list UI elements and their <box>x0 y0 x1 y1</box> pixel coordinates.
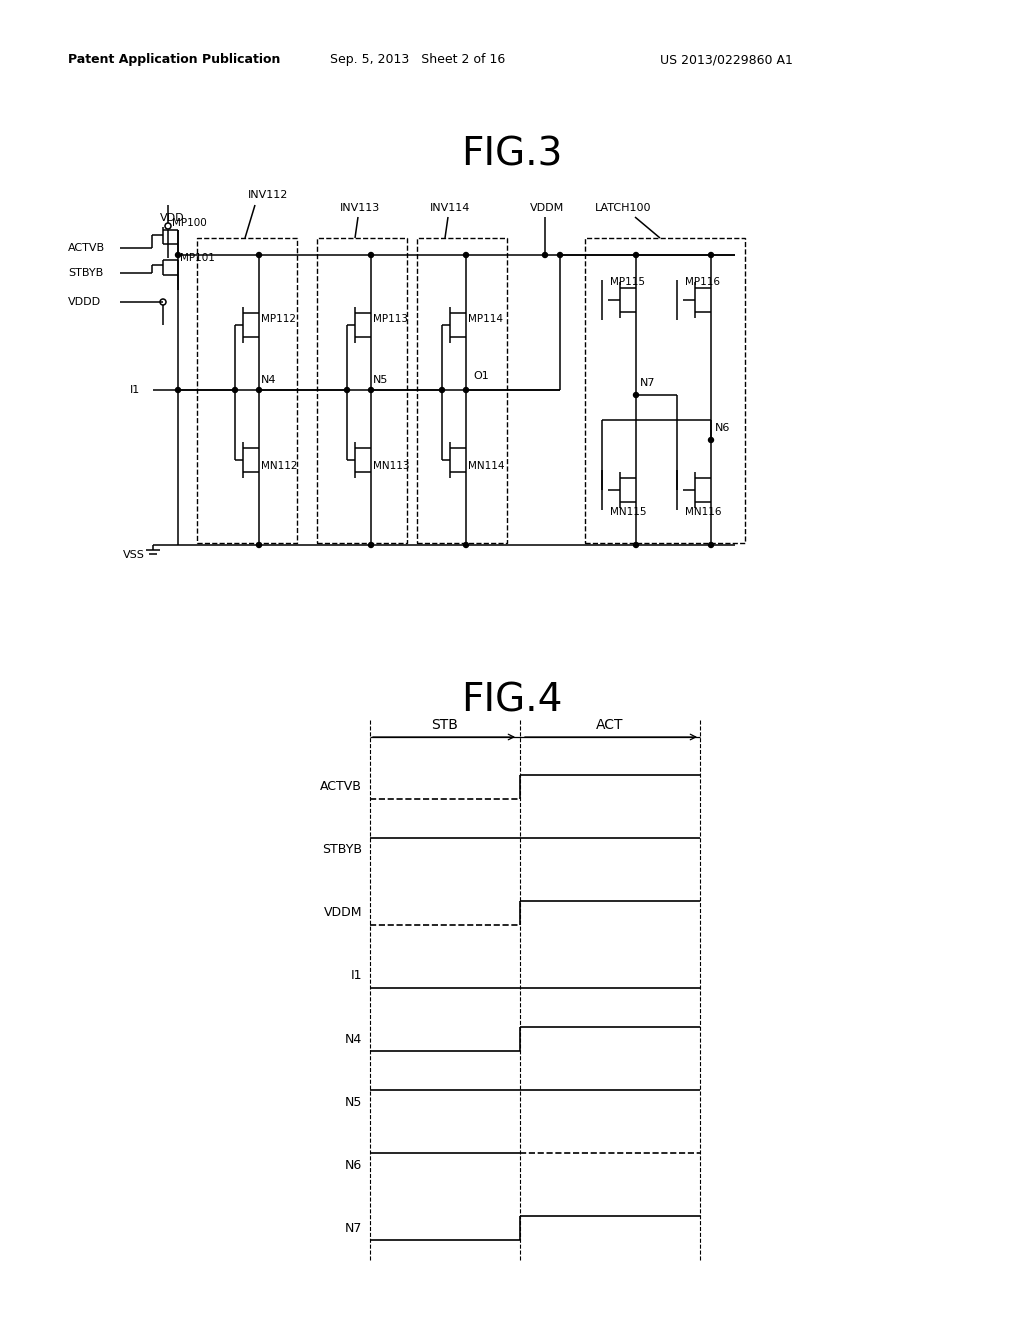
Text: VDDM: VDDM <box>530 203 564 213</box>
Bar <box>585 238 745 543</box>
Circle shape <box>256 252 261 257</box>
Circle shape <box>439 388 444 392</box>
Text: Patent Application Publication: Patent Application Publication <box>68 54 281 66</box>
Circle shape <box>709 437 714 442</box>
Text: MP101: MP101 <box>180 253 215 263</box>
Circle shape <box>256 543 261 548</box>
Text: MP116: MP116 <box>685 277 720 286</box>
Text: VDDM: VDDM <box>324 907 362 919</box>
Text: I1: I1 <box>350 969 362 982</box>
Text: ACT: ACT <box>596 718 624 733</box>
Text: STBYB: STBYB <box>68 268 103 279</box>
Circle shape <box>175 388 180 392</box>
Text: VDD: VDD <box>160 213 184 223</box>
Circle shape <box>709 252 714 257</box>
Text: FIG.3: FIG.3 <box>462 136 562 174</box>
Text: O1: O1 <box>473 371 488 381</box>
Circle shape <box>634 392 639 397</box>
Circle shape <box>709 543 714 548</box>
Text: MP114: MP114 <box>468 314 503 323</box>
Text: MN114: MN114 <box>468 461 505 471</box>
Text: VSS: VSS <box>123 550 144 560</box>
Circle shape <box>543 252 548 257</box>
Text: N6: N6 <box>715 422 730 433</box>
Circle shape <box>256 388 261 392</box>
Text: US 2013/0229860 A1: US 2013/0229860 A1 <box>660 54 793 66</box>
Circle shape <box>634 543 639 548</box>
Text: N6: N6 <box>345 1159 362 1172</box>
Circle shape <box>464 252 469 257</box>
Text: LATCH100: LATCH100 <box>595 203 651 213</box>
Text: INV114: INV114 <box>430 203 470 213</box>
Text: N4: N4 <box>261 375 276 385</box>
Circle shape <box>557 252 562 257</box>
Circle shape <box>232 388 238 392</box>
Text: STBYB: STBYB <box>322 843 362 857</box>
Bar <box>417 238 507 543</box>
Circle shape <box>369 252 374 257</box>
Text: MP115: MP115 <box>610 277 645 286</box>
Circle shape <box>369 388 374 392</box>
Circle shape <box>175 252 180 257</box>
Text: MN116: MN116 <box>685 507 722 517</box>
Text: I1: I1 <box>130 385 140 395</box>
Bar <box>197 238 297 543</box>
Text: ACTVB: ACTVB <box>68 243 105 253</box>
Text: N5: N5 <box>345 1096 362 1109</box>
Text: MP113: MP113 <box>373 314 408 323</box>
Text: MP112: MP112 <box>261 314 296 323</box>
Text: Sep. 5, 2013   Sheet 2 of 16: Sep. 5, 2013 Sheet 2 of 16 <box>330 54 505 66</box>
Text: N4: N4 <box>345 1032 362 1045</box>
Text: MN115: MN115 <box>610 507 646 517</box>
Text: STB: STB <box>431 718 459 733</box>
Circle shape <box>344 388 349 392</box>
Text: MN112: MN112 <box>261 461 298 471</box>
Text: INV113: INV113 <box>340 203 380 213</box>
Text: VDDD: VDDD <box>68 297 101 308</box>
Circle shape <box>634 252 639 257</box>
Text: N7: N7 <box>640 378 655 388</box>
Text: N5: N5 <box>373 375 388 385</box>
Text: MN113: MN113 <box>373 461 410 471</box>
Text: ACTVB: ACTVB <box>321 780 362 793</box>
Circle shape <box>464 543 469 548</box>
Text: N7: N7 <box>345 1222 362 1236</box>
Text: INV112: INV112 <box>248 190 289 201</box>
Text: MP100: MP100 <box>172 218 207 228</box>
Circle shape <box>464 388 469 392</box>
Circle shape <box>369 543 374 548</box>
Bar <box>317 238 407 543</box>
Text: FIG.4: FIG.4 <box>462 681 562 719</box>
